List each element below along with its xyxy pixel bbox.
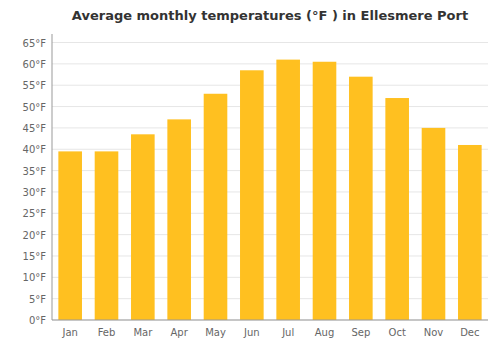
y-tick-label: 60°F <box>23 59 47 70</box>
x-tick-label: Dec <box>460 327 479 338</box>
x-axis-line <box>52 320 488 321</box>
x-tick-label: Oct <box>389 327 406 338</box>
y-tick-label: 30°F <box>23 187 47 198</box>
y-tick-label: 0°F <box>29 315 46 326</box>
bar <box>276 60 300 320</box>
grid-line <box>52 42 488 43</box>
y-axis: 0°F 5°F 10°F 15°F 20°F 25°F 30°F 35°F 40°F 45°F 50… <box>23 38 47 326</box>
y-tick-label: 65°F <box>23 38 47 49</box>
grid <box>52 43 488 320</box>
y-axis-line <box>52 34 53 320</box>
y-tick-label: 15°F <box>23 251 47 262</box>
bar <box>349 77 373 320</box>
y-tick-label: 5°F <box>29 294 46 305</box>
bar <box>95 151 119 320</box>
chart-title: Average monthly temperatures (°F ) in El… <box>72 8 468 23</box>
bars <box>58 60 481 320</box>
y-tick-label: 40°F <box>23 144 47 155</box>
bar <box>313 62 337 320</box>
chart-svg: Average monthly temperatures (°F ) in El… <box>0 0 500 350</box>
x-tick-label: Feb <box>98 327 116 338</box>
y-tick-label: 35°F <box>23 166 47 177</box>
bar <box>422 128 446 320</box>
x-tick-label: Mar <box>133 327 153 338</box>
x-tick-label: Sep <box>351 327 370 338</box>
y-tick-label: 50°F <box>23 102 47 113</box>
grid-line <box>52 320 488 321</box>
x-axis: Jan Feb Mar Apr May Jun Jul Aug Sep Oct Nov Dec <box>61 327 479 338</box>
x-tick-label: May <box>205 327 226 338</box>
bar <box>458 145 482 320</box>
grid-line <box>52 106 488 107</box>
bar <box>131 134 155 320</box>
x-tick-label: Jan <box>61 327 77 338</box>
x-tick-label: Nov <box>424 327 444 338</box>
bar <box>385 98 409 320</box>
x-tick-label: Jun <box>243 327 260 338</box>
bar <box>240 70 264 320</box>
grid-line <box>52 63 488 64</box>
x-tick-label: Jul <box>281 327 294 338</box>
bar <box>204 94 228 320</box>
y-tick-label: 45°F <box>23 123 47 134</box>
grid-line <box>52 85 488 86</box>
bar <box>58 151 82 320</box>
y-tick-label: 20°F <box>23 230 47 241</box>
bar <box>167 119 191 320</box>
x-tick-label: Aug <box>315 327 335 338</box>
y-tick-label: 25°F <box>23 208 47 219</box>
y-tick-label: 55°F <box>23 80 47 91</box>
y-tick-label: 10°F <box>23 272 47 283</box>
chart-container: Average monthly temperatures (°F ) in El… <box>0 0 500 350</box>
x-tick-label: Apr <box>171 327 189 338</box>
